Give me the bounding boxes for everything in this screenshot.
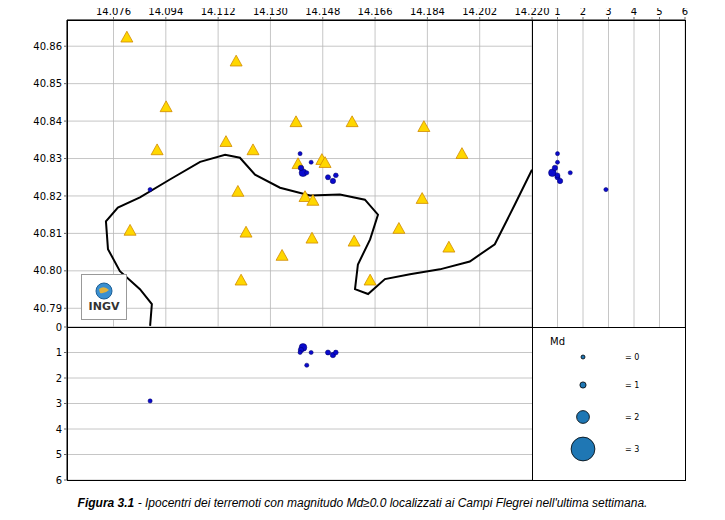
svg-text:Md: Md xyxy=(550,336,565,347)
html-text:Figura 3.1 - Ipocentri dei ter: Figura 3.1 - Ipocentri dei terremoti con… xyxy=(77,496,648,510)
svg-text:4: 4 xyxy=(56,424,62,435)
svg-text:40.85: 40.85 xyxy=(33,78,62,89)
svg-text:14.076: 14.076 xyxy=(96,8,131,17)
svg-text:14.220: 14.220 xyxy=(515,8,550,17)
svg-text:14.112: 14.112 xyxy=(201,8,236,17)
svg-text:5: 5 xyxy=(656,8,662,17)
svg-text:1: 1 xyxy=(56,347,62,358)
svg-text:40.83: 40.83 xyxy=(33,153,62,164)
svg-text:= 3: = 3 xyxy=(625,445,639,454)
svg-text:40.79: 40.79 xyxy=(33,303,62,314)
svg-text:40.81: 40.81 xyxy=(33,228,62,239)
svg-text:= 0: = 0 xyxy=(625,353,639,362)
svg-text:14.130: 14.130 xyxy=(253,8,288,17)
svg-text:3: 3 xyxy=(605,8,611,17)
svg-text:14.148: 14.148 xyxy=(305,8,340,17)
svg-text:= 1: = 1 xyxy=(625,381,639,390)
svg-text:4: 4 xyxy=(631,8,637,17)
svg-text:40.80: 40.80 xyxy=(33,265,62,276)
svg-text:0: 0 xyxy=(56,322,62,333)
svg-text:6: 6 xyxy=(56,475,62,486)
svg-text:14.094: 14.094 xyxy=(148,8,183,17)
svg-text:40.84: 40.84 xyxy=(33,116,62,127)
html-text:INGV: INGV xyxy=(88,299,120,313)
svg-text:2: 2 xyxy=(580,8,586,17)
svg-text:6: 6 xyxy=(682,8,688,17)
svg-text:2: 2 xyxy=(56,373,62,384)
svg-text:1: 1 xyxy=(554,8,560,17)
svg-text:40.82: 40.82 xyxy=(33,191,62,202)
svg-text:5: 5 xyxy=(56,449,62,460)
svg-text:= 2: = 2 xyxy=(625,413,639,422)
svg-text:14.202: 14.202 xyxy=(462,8,497,17)
svg-text:14.184: 14.184 xyxy=(410,8,445,17)
svg-text:3: 3 xyxy=(56,398,62,409)
svg-text:14.166: 14.166 xyxy=(358,8,393,17)
svg-text:40.86: 40.86 xyxy=(33,41,62,52)
